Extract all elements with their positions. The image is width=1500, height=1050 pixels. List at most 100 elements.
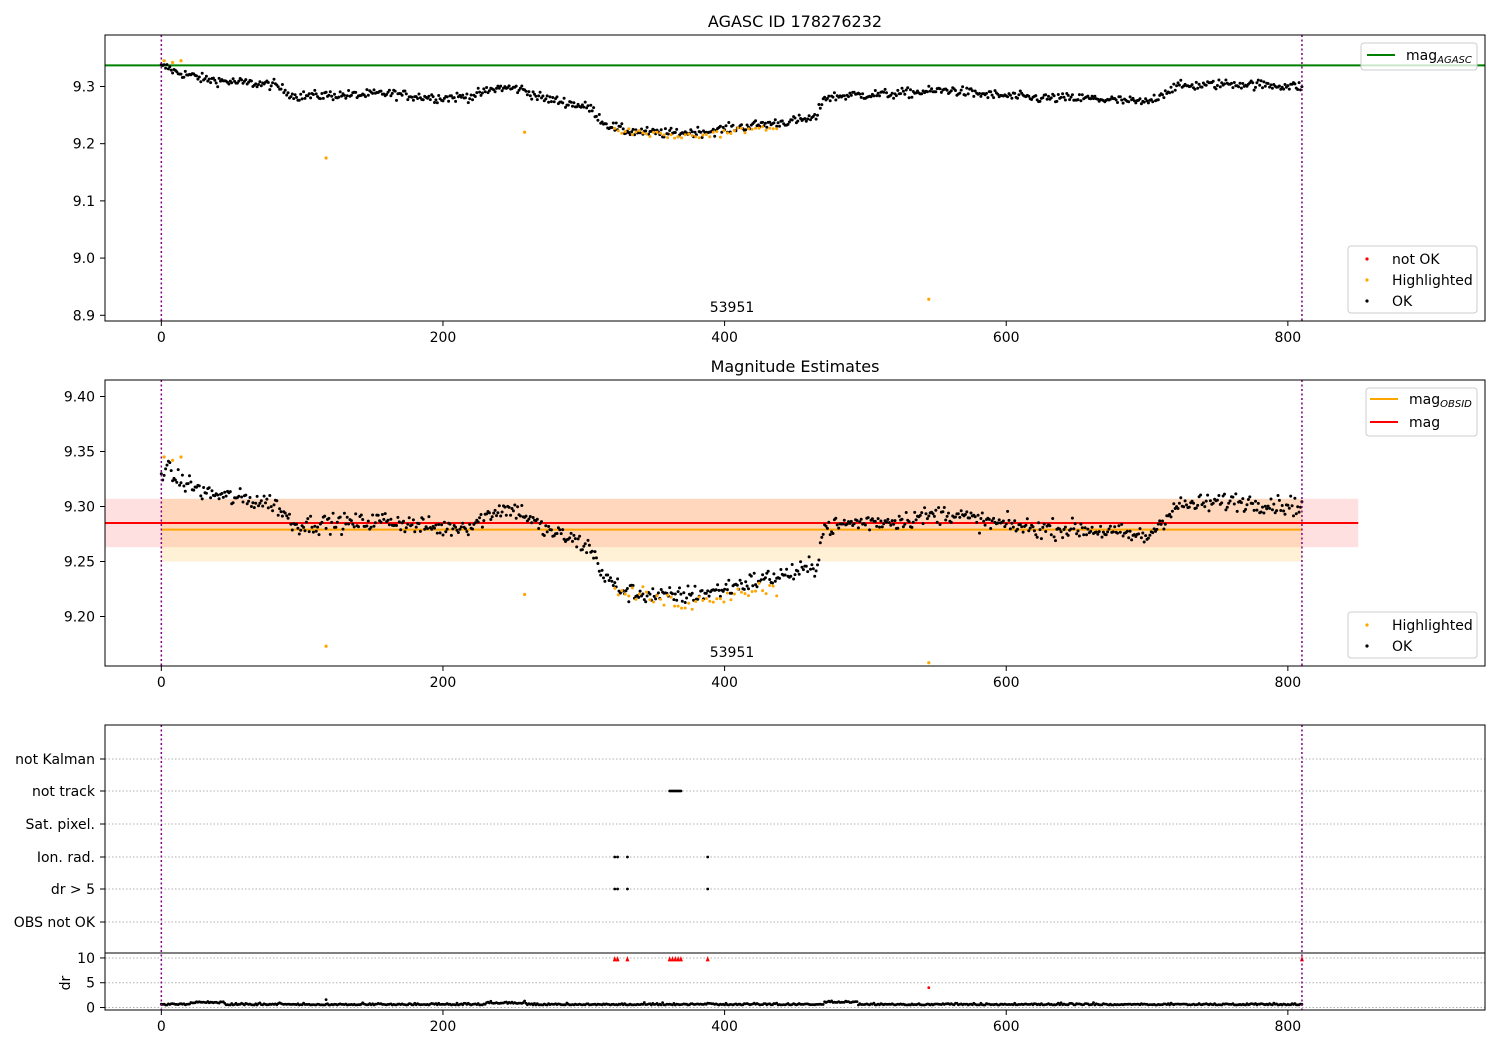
point-ok xyxy=(875,524,879,528)
point-ok xyxy=(589,103,593,107)
point-ok xyxy=(292,97,296,101)
point-ok xyxy=(1066,533,1070,537)
point-ok xyxy=(934,90,938,94)
flag-gridlines xyxy=(105,758,1485,923)
point-ok xyxy=(724,582,728,586)
point-ok xyxy=(504,513,508,517)
point-ok xyxy=(1223,492,1226,496)
point-highlighted xyxy=(725,591,729,595)
point-ok xyxy=(275,499,279,503)
point-ok xyxy=(258,501,262,505)
point-ok xyxy=(534,94,538,98)
point-ok xyxy=(1118,530,1122,534)
point-ok xyxy=(1089,97,1093,101)
point-highlighted xyxy=(708,135,712,139)
point-ok xyxy=(495,86,498,90)
legend-label-highlighted: Highlighted xyxy=(1392,273,1473,289)
point-ok xyxy=(341,527,345,531)
point-ok xyxy=(288,512,291,516)
point-ok xyxy=(959,88,963,92)
point-ok xyxy=(806,570,810,574)
point-ok xyxy=(828,99,832,103)
point-ok xyxy=(990,93,994,97)
point-ok xyxy=(585,106,589,110)
legend-label-mag-obsid: magOBSID xyxy=(1409,392,1472,410)
point-ok xyxy=(216,493,220,497)
point-highlighted xyxy=(768,126,772,130)
point-ok xyxy=(545,94,549,98)
point-ok xyxy=(347,89,351,92)
point-ok xyxy=(465,530,469,533)
point-ok xyxy=(1076,529,1080,533)
point-ok xyxy=(561,528,565,532)
point-ok xyxy=(1273,511,1277,515)
point-ok xyxy=(1283,512,1287,516)
point-ok xyxy=(597,113,601,116)
x-tick-label: 200 xyxy=(430,330,457,346)
point-ok xyxy=(1246,498,1250,501)
point-ok xyxy=(876,91,880,95)
point-ok xyxy=(1008,527,1012,531)
point-ok xyxy=(837,526,841,530)
point-ok xyxy=(530,521,534,525)
point-ok xyxy=(1059,530,1063,534)
point-highlighted xyxy=(754,589,758,593)
point-ok xyxy=(638,589,642,593)
point-ok xyxy=(1190,83,1194,87)
point-ok xyxy=(1211,501,1215,505)
point-ok xyxy=(427,515,431,519)
flag-row-labels: not Kalman not track Sat. pixel. Ion. rad. d… xyxy=(14,752,105,931)
point-ok xyxy=(659,588,663,591)
point-ok xyxy=(1262,80,1266,84)
dr-y-tick-label: 10 xyxy=(77,951,95,967)
point-ok xyxy=(821,532,825,536)
point-highlighted xyxy=(764,128,768,132)
point-ok xyxy=(717,588,721,592)
point-ok xyxy=(863,523,867,527)
point-ok xyxy=(596,118,600,122)
point-ok xyxy=(485,86,489,89)
point-ok xyxy=(421,517,425,521)
point-ok xyxy=(365,88,369,92)
point-ok xyxy=(1169,515,1173,519)
point-ok xyxy=(471,527,474,531)
point-ok xyxy=(859,95,863,99)
point-highlighted xyxy=(927,297,931,301)
point-ok xyxy=(1070,516,1074,520)
point-highlighted xyxy=(630,586,634,590)
point-ok xyxy=(1261,86,1264,90)
point-highlighted xyxy=(162,59,166,63)
point-ok xyxy=(202,486,206,489)
point-ok xyxy=(387,88,391,92)
point-ok xyxy=(1254,85,1257,89)
point-ok xyxy=(1080,526,1084,530)
point-ok xyxy=(349,93,353,97)
point-highlighted xyxy=(620,131,624,135)
point-ok xyxy=(249,505,253,508)
point-ok xyxy=(834,516,838,520)
point-ok xyxy=(311,530,315,534)
point-ok xyxy=(989,527,993,530)
point-ok xyxy=(317,533,321,537)
point-ok xyxy=(899,92,903,96)
point-ok xyxy=(765,125,769,129)
point-ok xyxy=(861,92,865,96)
point-ok xyxy=(404,526,408,530)
point-ok xyxy=(200,71,204,75)
point-ok xyxy=(783,573,787,577)
point-ok xyxy=(1037,521,1041,525)
point-highlighted xyxy=(676,135,680,139)
point-ok xyxy=(183,69,187,73)
point-ok xyxy=(789,574,793,578)
point-ok xyxy=(276,85,280,89)
point-ok xyxy=(920,92,924,96)
point-ok xyxy=(286,91,290,95)
point-ok xyxy=(1231,86,1235,90)
legend-box xyxy=(1347,611,1478,659)
point-ok xyxy=(537,527,541,530)
point-ok xyxy=(1094,530,1098,534)
point-ok xyxy=(237,79,241,83)
point-ok xyxy=(1270,508,1274,512)
point-ok xyxy=(954,515,957,519)
point-highlighted xyxy=(634,130,638,134)
